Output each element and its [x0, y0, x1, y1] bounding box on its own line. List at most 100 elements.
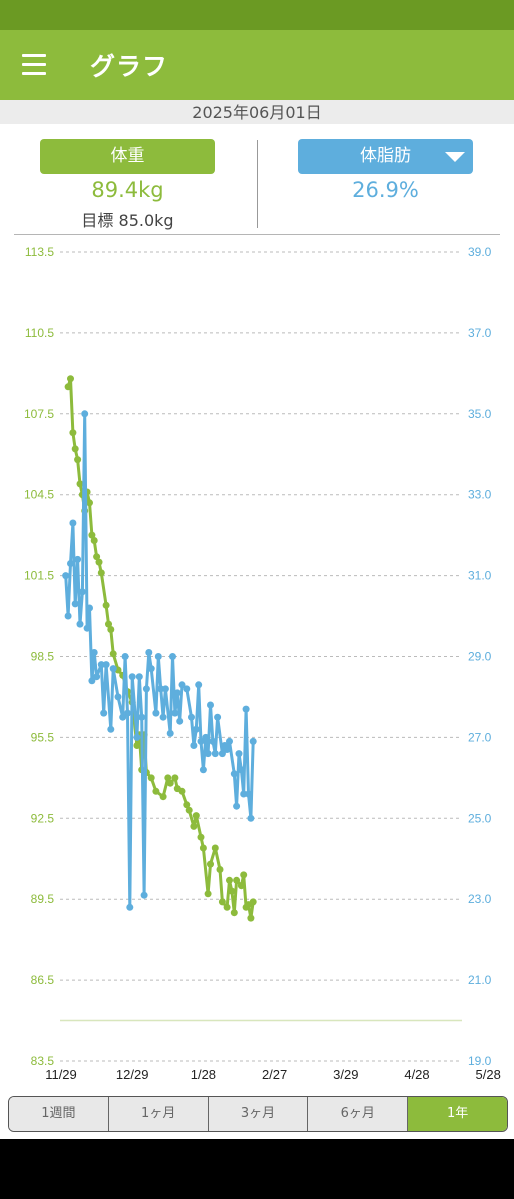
- body-fat-point: [86, 604, 93, 612]
- body-fat-point: [142, 685, 150, 693]
- body-fat-point: [178, 681, 186, 689]
- body-fat-point: [173, 689, 181, 697]
- weight-point: [166, 779, 174, 787]
- weight-point: [159, 793, 167, 801]
- weight-point: [164, 774, 172, 782]
- body-fat-point: [166, 729, 174, 737]
- body-fat-point: [161, 685, 169, 693]
- body-fat-point: [214, 713, 222, 721]
- weight-point: [237, 882, 245, 890]
- chevron-down-icon: [445, 152, 465, 162]
- body-fat-point: [249, 737, 257, 745]
- range-tab-6-months[interactable]: 6ヶ月: [308, 1097, 409, 1131]
- chart-top-divider: [14, 234, 500, 235]
- body-fat-point: [237, 766, 245, 774]
- body-fat-point: [230, 770, 238, 778]
- body-fat-point: [152, 709, 160, 717]
- body-fat-point: [176, 717, 184, 725]
- body-fat-point: [78, 588, 86, 596]
- body-fat-point: [211, 750, 219, 758]
- date-label: 2025年06月01日: [0, 100, 514, 124]
- weight-point: [88, 531, 96, 539]
- body-fat-point: [242, 705, 250, 713]
- x-tick-label: 11/29: [45, 1067, 77, 1082]
- weight-point: [107, 626, 115, 633]
- status-bar: [0, 0, 514, 30]
- body-fat-point: [171, 709, 179, 717]
- x-tick-label: 12/29: [116, 1067, 149, 1082]
- y-left-tick-label: 86.5: [31, 973, 55, 987]
- x-tick-label: 4/28: [404, 1067, 429, 1082]
- range-tab-1-week[interactable]: 1週間: [9, 1097, 109, 1131]
- body-fat-point: [62, 572, 70, 580]
- y-right-tick-label: 33.0: [468, 488, 492, 502]
- weight-point: [192, 812, 200, 820]
- y-right-tick-label: 19.0: [468, 1054, 492, 1068]
- body-fat-point: [190, 742, 198, 749]
- weight-point: [171, 774, 179, 782]
- weight-point: [233, 876, 241, 884]
- weight-point: [105, 620, 112, 628]
- weight-point: [90, 537, 98, 544]
- y-left-tick-label: 113.5: [25, 245, 54, 259]
- body-fat-point: [69, 519, 77, 527]
- y-right-tick-label: 27.0: [468, 730, 492, 744]
- body-fat-point: [183, 685, 191, 693]
- body-fat-point: [121, 653, 129, 660]
- body-fat-point: [126, 903, 134, 911]
- weight-button[interactable]: 体重: [40, 139, 215, 174]
- weight-point: [109, 650, 117, 658]
- range-tab-3-months[interactable]: 3ヶ月: [208, 1097, 309, 1131]
- body-fat-point: [197, 737, 205, 745]
- body-fat-point: [71, 600, 79, 608]
- weight-point: [223, 903, 231, 911]
- y-left-tick-label: 95.5: [31, 730, 55, 744]
- body-fat-point: [138, 713, 146, 721]
- body-fat-value: 26.9%: [352, 178, 419, 202]
- body-fat-point: [83, 624, 91, 632]
- body-fat-point: [88, 677, 96, 685]
- weight-button-label: 体重: [110, 146, 145, 166]
- body-fat-dropdown[interactable]: 体脂肪: [298, 139, 473, 174]
- weight-point: [230, 909, 238, 917]
- body-fat-point: [202, 733, 210, 741]
- y-right-tick-label: 37.0: [468, 326, 492, 340]
- metric-divider: [257, 140, 258, 228]
- menu-icon[interactable]: [22, 54, 48, 76]
- range-selector: 1週間 1ヶ月 3ヶ月 6ヶ月 1年: [8, 1096, 508, 1132]
- y-right-tick-label: 31.0: [468, 569, 492, 583]
- goal-weight: 目標 85.0kg: [81, 211, 174, 230]
- y-left-tick-label: 101.5: [24, 569, 54, 583]
- y-left-tick-label: 89.5: [31, 892, 55, 906]
- body-fat-point: [114, 693, 122, 701]
- weight-point: [211, 844, 219, 852]
- weight-point: [249, 898, 257, 906]
- body-fat-point: [147, 665, 155, 673]
- y-left-tick-label: 92.5: [31, 811, 55, 825]
- body-fat-point: [97, 661, 105, 669]
- system-nav-bar: [0, 1139, 514, 1199]
- y-right-tick-label: 29.0: [468, 650, 492, 664]
- body-fat-point: [128, 673, 136, 681]
- body-fat-point: [235, 750, 243, 758]
- body-fat-dropdown-label: 体脂肪: [360, 146, 411, 166]
- range-tab-1-year[interactable]: 1年: [408, 1097, 507, 1131]
- weight-point: [74, 456, 82, 464]
- x-tick-label: 2/27: [262, 1067, 287, 1082]
- weight-point: [64, 383, 72, 391]
- weight-point: [102, 601, 110, 609]
- body-fat-point: [247, 814, 255, 822]
- range-tab-1-month[interactable]: 1ヶ月: [108, 1097, 209, 1131]
- weight-point: [97, 569, 105, 577]
- body-fat-point: [204, 750, 212, 758]
- y-right-tick-label: 35.0: [468, 407, 492, 421]
- weight-point: [240, 871, 248, 879]
- body-fat-point: [245, 790, 252, 798]
- weight-point: [197, 833, 205, 841]
- app-bar: グラフ: [0, 30, 514, 100]
- x-tick-label: 5/28: [476, 1067, 501, 1082]
- weight-point: [133, 742, 141, 749]
- y-left-tick-label: 83.5: [31, 1054, 55, 1068]
- body-fat-point: [218, 750, 226, 758]
- body-fat-point: [67, 560, 74, 567]
